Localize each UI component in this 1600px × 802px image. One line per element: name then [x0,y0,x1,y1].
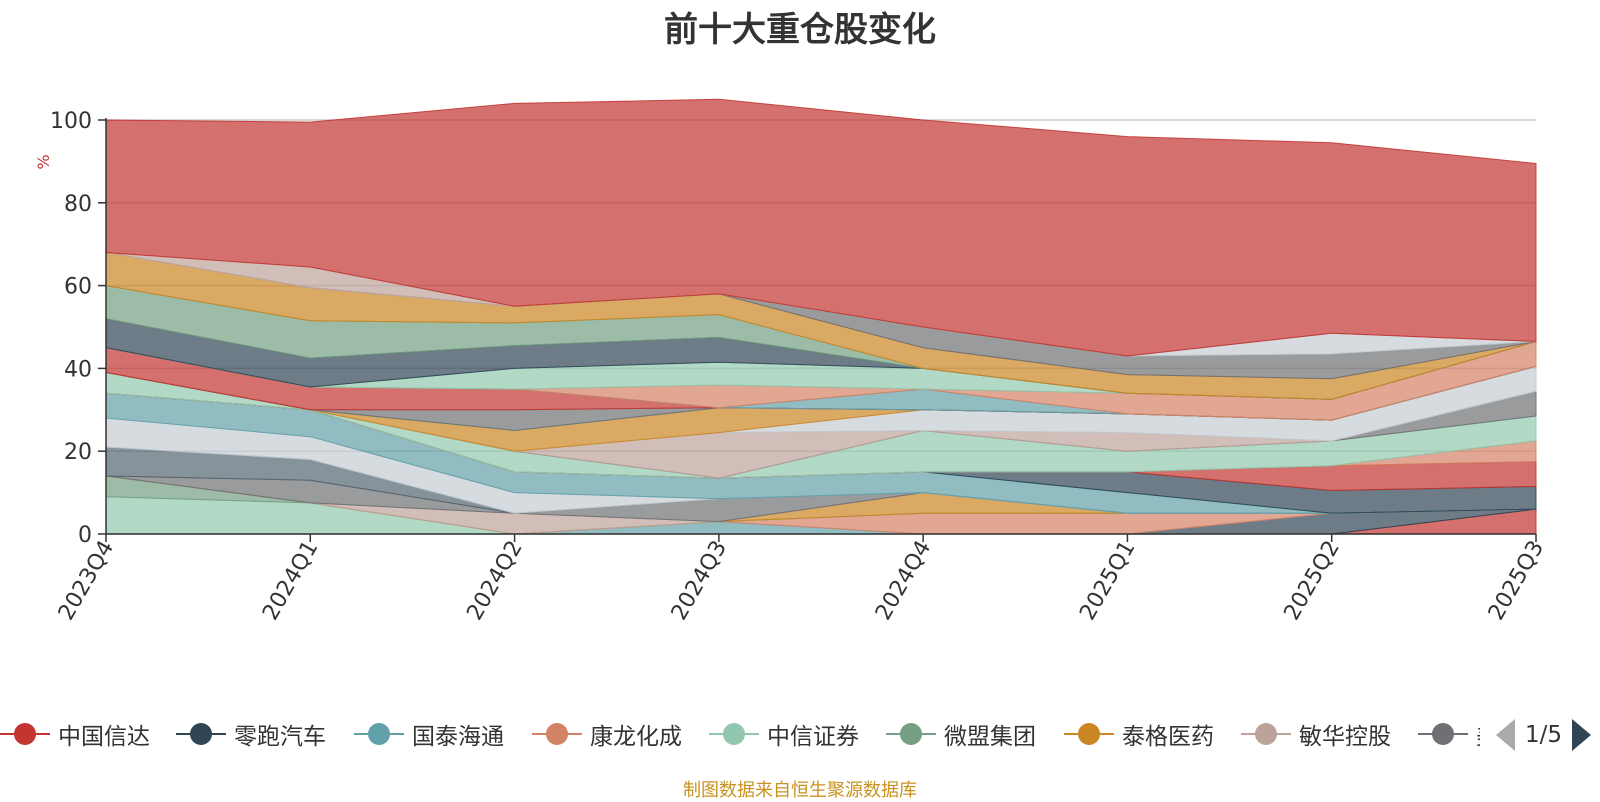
legend-item[interactable]: 泰格医药 [1064,712,1214,756]
legend-next-page-icon[interactable] [1572,719,1592,751]
legend-item[interactable]: 零跑汽车 [176,712,326,756]
x-tick-label: 2023Q4 [54,537,119,625]
x-tick-label: 2024Q2 [462,537,527,625]
x-tick-label: 2025Q3 [1484,537,1549,625]
legend-marker-icon [1064,723,1114,745]
legend-item[interactable]: 中信证券 [709,712,859,756]
x-tick-label: 2025Q1 [1075,537,1140,625]
y-axis-label: % [34,154,53,169]
y-tick-label: 60 [64,275,92,300]
legend-item[interactable]: 康龙化成 [532,712,682,756]
legend-label: 泰格医药 [1122,724,1214,750]
legend-item[interactable]: 美 [1418,712,1480,756]
legend-marker-icon [0,723,50,745]
legend-marker-icon [1418,723,1468,745]
source-note: 制图数据来自恒生聚源数据库 [683,780,917,801]
legend-marker-icon [886,723,936,745]
legend-marker-icon [532,723,582,745]
legend-prev-page-icon[interactable] [1496,719,1515,751]
y-tick-label: 80 [64,192,92,217]
legend-marker-icon [354,723,404,745]
x-tick-label: 2024Q1 [258,537,323,625]
legend-item[interactable]: 中国信达 [0,712,150,756]
legend-label: 中信证券 [767,724,859,750]
legend-item[interactable]: 敏华控股 [1241,712,1391,756]
legend-label: 中国信达 [58,724,150,750]
legend-label: 微盟集团 [944,724,1036,750]
legend-item[interactable]: 国泰海通 [354,712,504,756]
y-tick-label: 20 [64,440,92,465]
chart-title: 前十大重仓股变化 [664,10,936,50]
legend-label: 零跑汽车 [234,724,326,750]
y-tick-label: 100 [50,109,92,134]
legend-pager: 1/5 [1496,718,1592,752]
legend-label: 国泰海通 [412,724,504,750]
x-tick-label: 2025Q2 [1280,537,1345,625]
y-tick-label: 40 [64,357,92,382]
legend-item[interactable]: 微盟集团 [886,712,1036,756]
y-tick-label: 0 [78,523,92,548]
legend-marker-icon [176,723,226,745]
legend-page-indicator: 1/5 [1525,722,1563,748]
legend-label: 敏华控股 [1299,724,1391,750]
legend-label: 康龙化成 [590,724,682,750]
x-tick-label: 2024Q4 [871,537,936,625]
legend: 中国信达 零跑汽车 国泰海通 康龙化成 中信证券 微盟集团 泰格医药 敏华控股 美 [0,712,1480,756]
legend-marker-icon [1241,723,1291,745]
area-series-32[interactable] [105,98,1537,357]
legend-label: 美 [1476,717,1480,751]
legend-marker-icon [709,723,759,745]
x-tick-label: 2024Q3 [667,537,732,625]
